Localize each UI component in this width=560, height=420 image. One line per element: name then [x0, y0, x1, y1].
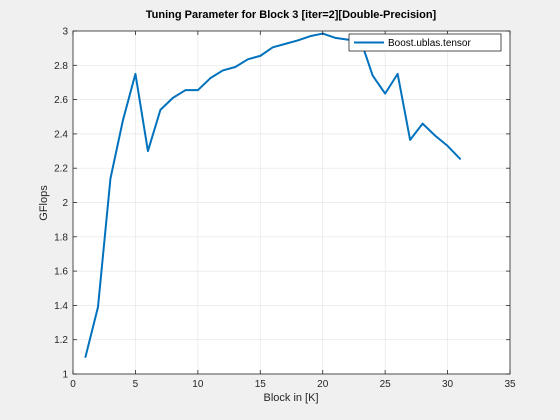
y-tick-label: 2.8: [54, 61, 68, 72]
y-tick-label: 1: [62, 370, 68, 381]
x-tick-label: 0: [70, 379, 76, 390]
x-tick-label: 5: [133, 379, 139, 390]
series-layer: [84, 32, 462, 358]
series-line: [84, 32, 462, 358]
legend-box: [348, 33, 502, 52]
x-axis-label: Block in [K]: [263, 392, 318, 404]
y-tick-label: 3: [62, 27, 68, 38]
y-tick-labels: 1 1.2 1.4 1.6 1.8 2 2.2 2.4 2.6 2.8 3: [54, 27, 68, 381]
y-tick-label: 2: [62, 198, 68, 209]
chart-title: Tuning Parameter for Block 3 [iter=2][Do…: [146, 9, 437, 21]
y-tick-label: 1.8: [54, 232, 68, 243]
legend: Boost.ublas.tensor: [348, 33, 502, 52]
y-tick-label: 1.4: [54, 301, 68, 312]
y-tick-label: 1.2: [54, 335, 68, 346]
y-tick-label: 2.6: [54, 95, 68, 106]
y-axis-label: GFlops: [38, 185, 50, 221]
x-tick-label: 30: [442, 379, 454, 390]
y-tick-label: 2.4: [54, 129, 68, 140]
ticks: [72, 30, 511, 375]
x-tick-label: 35: [504, 379, 516, 390]
x-tick-label: 20: [317, 379, 329, 390]
legend-label: Boost.ublas.tensor: [388, 38, 471, 49]
y-tick-label: 2.2: [54, 164, 68, 175]
x-tick-label: 10: [192, 379, 204, 390]
y-tick-label: 1.6: [54, 267, 68, 278]
x-tick-label: 15: [255, 379, 267, 390]
x-tick-labels: 0 5 10 15 20 25 30 35: [70, 379, 516, 390]
x-tick-label: 25: [380, 379, 392, 390]
